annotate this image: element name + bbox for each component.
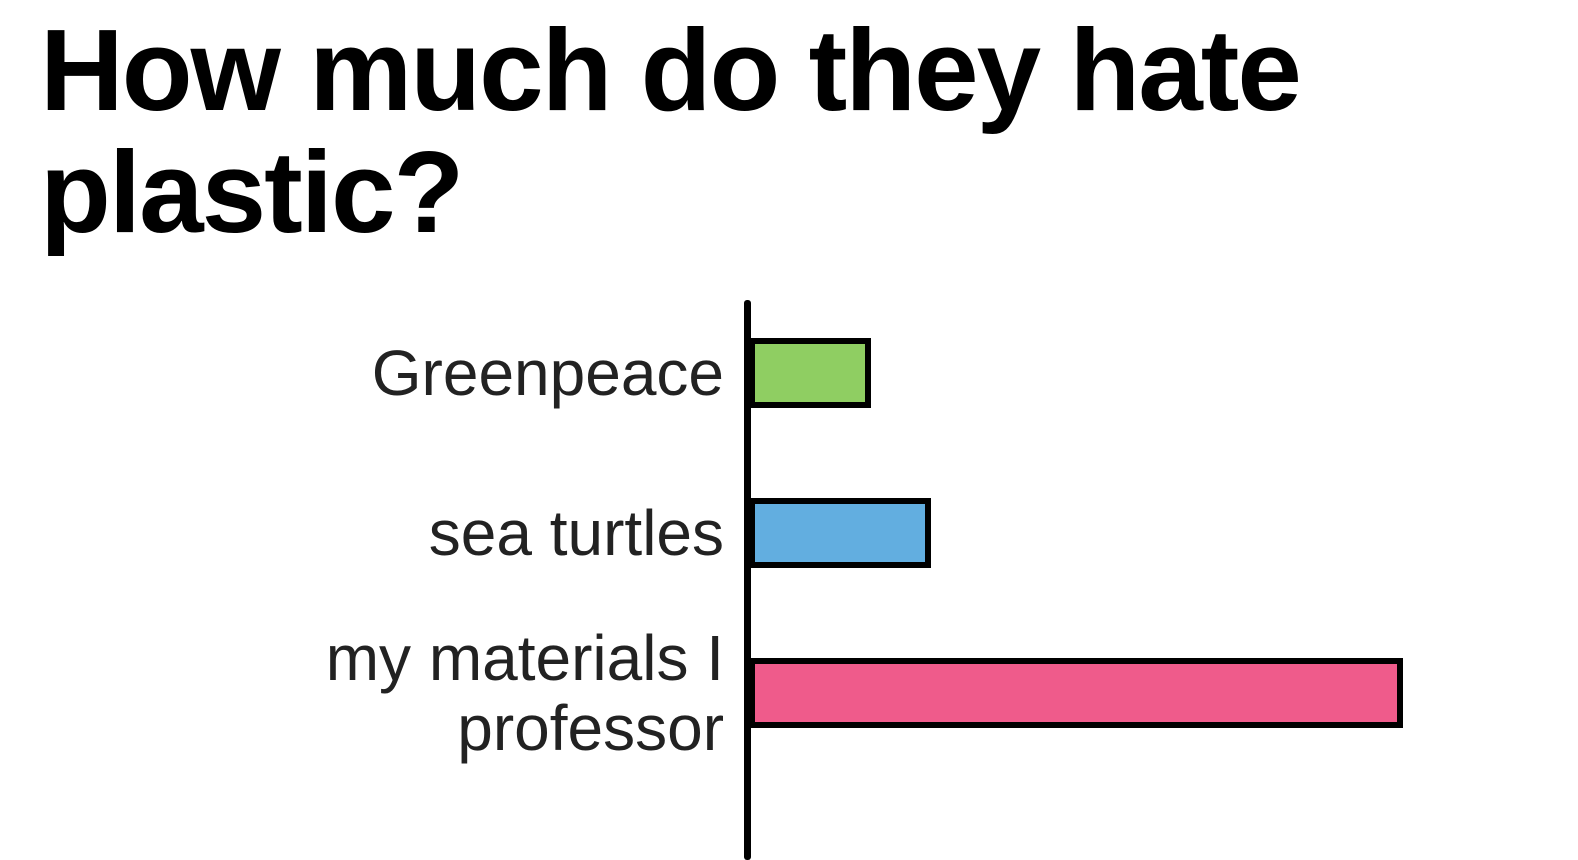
bar-chart: Greenpeace sea turtles my materials I prof… <box>0 300 1578 860</box>
bar-label: sea turtles <box>44 498 724 568</box>
chart-row: my materials I professor <box>0 658 1578 728</box>
chart-title: How much do they hate plastic? <box>40 10 1550 254</box>
chart-row: Greenpeace <box>0 338 1578 408</box>
bar <box>749 498 931 568</box>
chart-row: sea turtles <box>0 498 1578 568</box>
bar <box>749 658 1403 728</box>
bar <box>749 338 871 408</box>
bar-label: Greenpeace <box>44 338 724 408</box>
bar-label: my materials I professor <box>44 623 724 764</box>
